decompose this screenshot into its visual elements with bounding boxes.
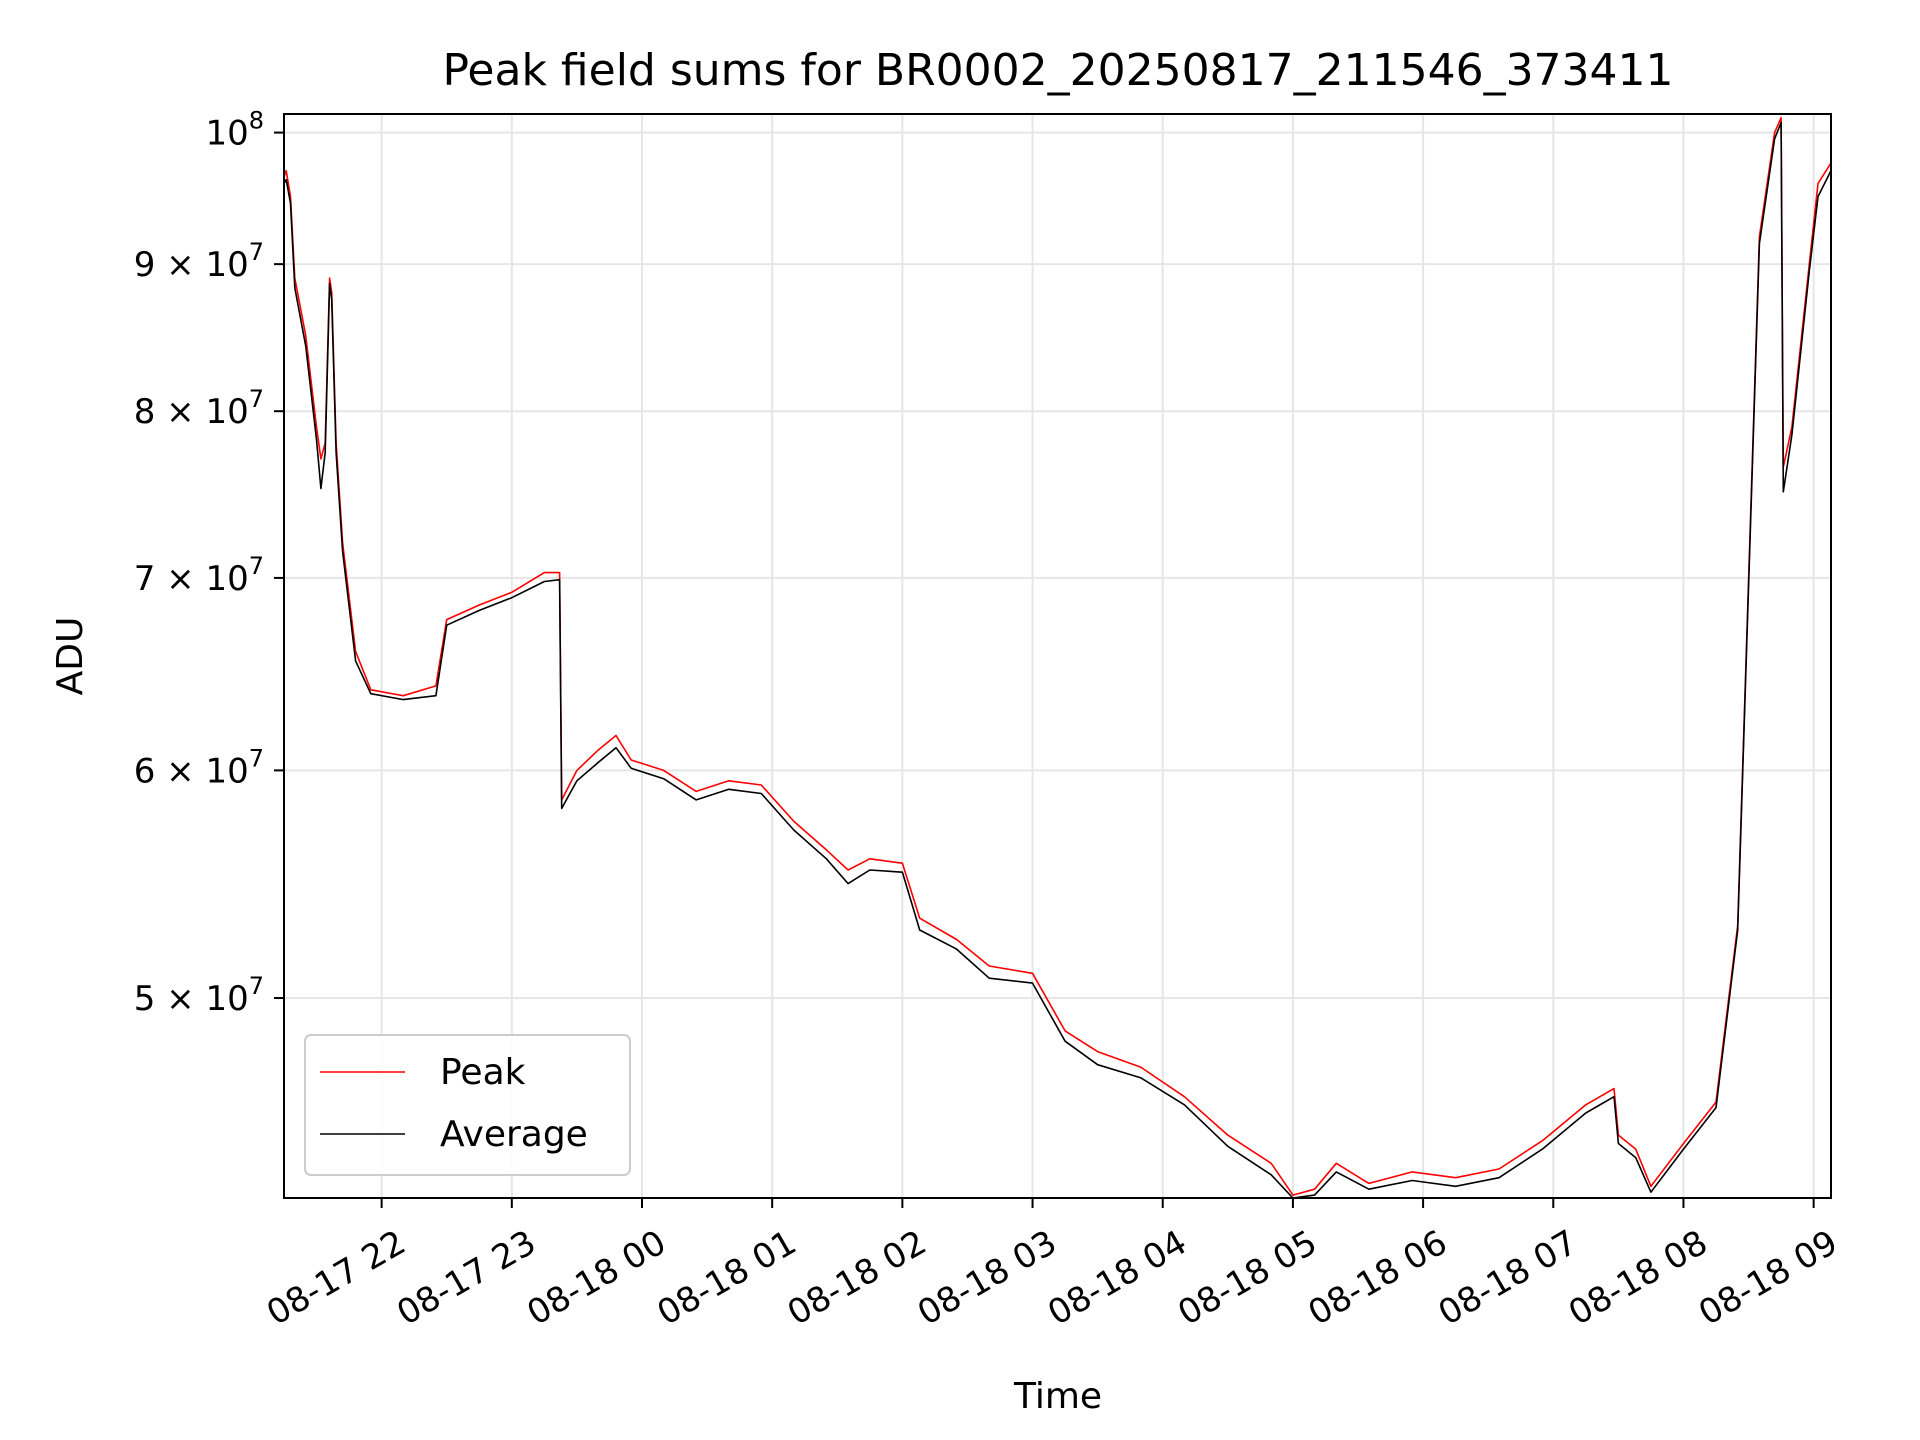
x-axis-label: Time [1013,1376,1102,1417]
chart-title: Peak field sums for BR0002_20250817_2115… [442,45,1673,96]
y-tick-label: 7 × 107 [134,552,264,599]
grid [284,114,1831,1198]
y-tick-label: 9 × 107 [134,238,264,285]
y-tick-label: 108 [205,107,264,154]
y-tick-label: 5 × 107 [134,972,264,1019]
y-axis: 5 × 107 6 × 107 7 × 107 8 × 107 9 × 107 108 [134,107,284,1019]
legend-label-peak: Peak [440,1052,526,1093]
series-layer [284,116,1831,1198]
legend: Peak Average [304,1034,631,1176]
y-tick-label: 8 × 107 [134,385,264,432]
y-tick-label: 6 × 107 [134,744,264,791]
plot-frame [283,113,1832,1199]
legend-box [304,1034,631,1176]
series-line-average [284,121,1831,1198]
series-line-peak [284,116,1831,1196]
legend-label-average: Average [440,1114,588,1155]
y-axis-label: ADU [50,617,91,696]
